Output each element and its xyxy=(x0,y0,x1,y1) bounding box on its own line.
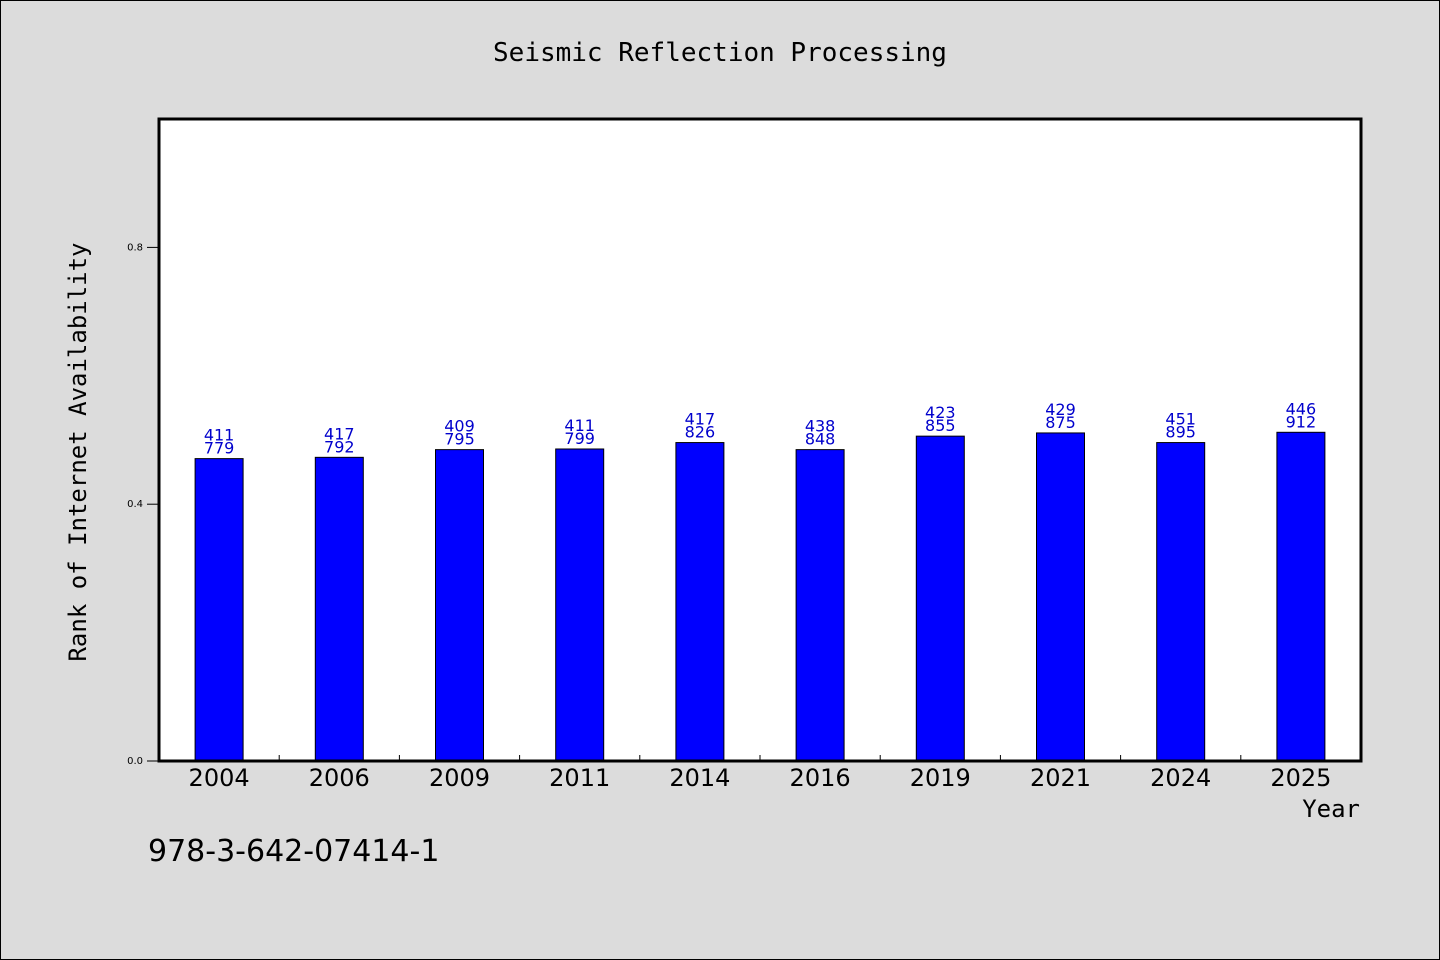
bar-2021 xyxy=(1036,432,1085,762)
data-label-top-2019: 423 xyxy=(925,403,956,422)
x-ticks-layer: 2004 2006 2009 2011 2014 2016 2019 2021 2024 2025 xyxy=(189,755,1331,792)
bar-2016 xyxy=(795,449,845,762)
data-label-bottom-2021: 875 xyxy=(1045,413,1076,432)
data-label-bottom-2006: 792 xyxy=(324,437,355,456)
y-ticks-layer: 0.0 0.4 0.8 xyxy=(127,242,159,767)
data-label-bottom-2011: 799 xyxy=(564,429,595,448)
y-tick-label-0.8: 0.8 xyxy=(127,242,143,253)
data-label-top-2014: 417 xyxy=(685,410,716,429)
bar-2024 xyxy=(1156,442,1206,762)
data-label-top-2006: 417 xyxy=(324,424,355,443)
data-label-top-2004: 411 xyxy=(204,426,235,445)
data-label-top-2016: 438 xyxy=(805,417,836,436)
data-label-top-2024: 451 xyxy=(1165,410,1196,429)
data-label-top-2011: 411 xyxy=(564,416,595,435)
chart-title: Seismic Reflection Processing xyxy=(493,38,947,68)
data-label-bottom-2016: 848 xyxy=(805,430,836,449)
y-tick-label-0.4: 0.4 xyxy=(127,499,143,510)
x-tick-label-2009: 2009 xyxy=(429,764,490,792)
y-tick-label-0.0: 0.0 xyxy=(127,756,143,767)
bar-2009 xyxy=(435,449,484,762)
x-tick-label-2025: 2025 xyxy=(1270,764,1331,792)
data-label-bottom-2009: 795 xyxy=(444,430,475,449)
bar-2004 xyxy=(194,458,244,762)
data-label-bottom-2019: 855 xyxy=(925,416,956,435)
x-tick-label-2014: 2014 xyxy=(669,764,730,792)
x-tick-label-2004: 2004 xyxy=(189,764,250,792)
bar-2006 xyxy=(314,456,364,762)
plot-border xyxy=(157,117,1363,763)
x-tick-label-2021: 2021 xyxy=(1030,764,1091,792)
data-label-top-2009: 409 xyxy=(444,417,475,436)
bar-2025 xyxy=(1276,431,1326,762)
data-label-top-2021: 429 xyxy=(1045,400,1076,419)
data-label-bottom-2024: 895 xyxy=(1165,423,1196,442)
bars-layer xyxy=(194,431,1326,762)
x-tick-label-2011: 2011 xyxy=(549,764,610,792)
isbn-text: 978-3-642-07414-1 xyxy=(148,834,440,869)
x-tick-label-2016: 2016 xyxy=(790,764,851,792)
data-label-bottom-2004: 779 xyxy=(204,439,235,458)
x-tick-label-2019: 2019 xyxy=(910,764,971,792)
data-label-bottom-2025: 912 xyxy=(1286,412,1317,431)
bar-2011 xyxy=(555,448,605,762)
y-axis-label: Rank of Internet Availability xyxy=(64,242,92,661)
bar-2019 xyxy=(915,435,965,762)
x-axis-label: Year xyxy=(1302,795,1360,823)
x-tick-label-2006: 2006 xyxy=(309,764,370,792)
bar-2014 xyxy=(675,442,725,762)
data-label-bottom-2014: 826 xyxy=(685,423,716,442)
data-label-top-2025: 446 xyxy=(1286,399,1317,418)
x-tick-label-2024: 2024 xyxy=(1150,764,1211,792)
